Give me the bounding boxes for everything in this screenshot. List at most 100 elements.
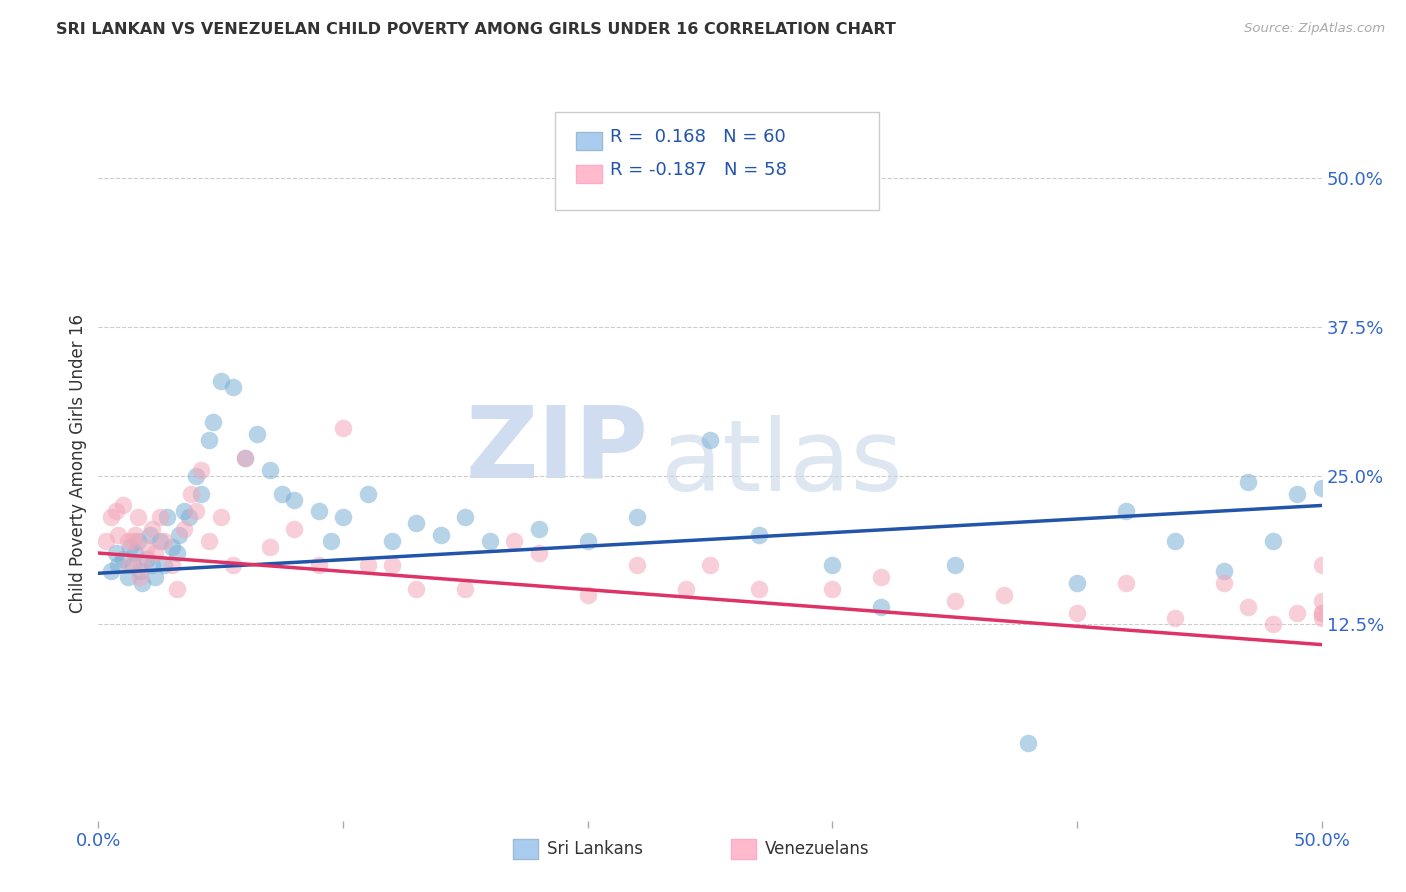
Point <box>120 540 142 554</box>
Point <box>153 534 176 549</box>
Point <box>1164 534 1187 549</box>
Point <box>246 427 269 442</box>
Point <box>100 564 122 578</box>
Text: Venezuelans: Venezuelans <box>765 840 869 858</box>
Point <box>209 510 232 524</box>
Point <box>149 534 172 549</box>
Point <box>131 575 153 590</box>
Point <box>111 499 134 513</box>
Point <box>821 582 844 596</box>
Point <box>1310 593 1333 607</box>
Point <box>197 433 219 447</box>
Point <box>233 450 256 465</box>
Point <box>381 534 404 549</box>
Y-axis label: Child Poverty Among Girls Under 16: Child Poverty Among Girls Under 16 <box>69 314 87 614</box>
Point <box>124 528 146 542</box>
Point <box>1310 606 1333 620</box>
Point <box>576 588 599 602</box>
Point <box>143 546 166 560</box>
Point <box>283 492 305 507</box>
Point <box>127 534 149 549</box>
Point <box>173 522 195 536</box>
Point <box>111 552 134 566</box>
Point <box>503 534 526 549</box>
Point <box>332 510 354 524</box>
Point <box>156 510 179 524</box>
Point <box>94 534 117 549</box>
Point <box>748 528 770 542</box>
Point <box>1066 606 1088 620</box>
Point <box>143 570 166 584</box>
Point <box>104 546 127 560</box>
Point <box>222 379 245 393</box>
Point <box>870 570 893 584</box>
Point <box>166 582 188 596</box>
Point <box>104 504 127 518</box>
Point <box>1261 534 1284 549</box>
Text: Sri Lankans: Sri Lankans <box>547 840 643 858</box>
Text: atlas: atlas <box>661 416 903 512</box>
Point <box>270 486 294 500</box>
Point <box>202 415 225 429</box>
Text: R = -0.187   N = 58: R = -0.187 N = 58 <box>610 161 787 178</box>
Point <box>1066 575 1088 590</box>
Point <box>356 558 378 572</box>
Point <box>259 463 281 477</box>
Point <box>121 558 143 572</box>
Point <box>160 540 183 554</box>
Point <box>1115 575 1137 590</box>
Point <box>1164 611 1187 625</box>
Point <box>173 504 195 518</box>
Point <box>1212 575 1234 590</box>
Point <box>576 534 599 549</box>
Point <box>136 540 159 554</box>
Point <box>1286 606 1309 620</box>
Point <box>149 510 172 524</box>
Point <box>870 599 893 614</box>
Point <box>478 534 501 549</box>
Point <box>1115 504 1137 518</box>
Point <box>626 510 648 524</box>
Point <box>821 558 844 572</box>
Point <box>233 450 256 465</box>
Point <box>209 374 232 388</box>
Text: Source: ZipAtlas.com: Source: ZipAtlas.com <box>1244 22 1385 36</box>
Point <box>1017 736 1039 750</box>
Point <box>107 558 129 572</box>
Point <box>186 468 208 483</box>
Point <box>1286 486 1309 500</box>
Point <box>1212 564 1234 578</box>
Point <box>117 570 139 584</box>
Point <box>160 558 183 572</box>
Point <box>1237 475 1260 489</box>
Point <box>117 534 139 549</box>
Point <box>308 558 330 572</box>
Point <box>319 534 342 549</box>
Point <box>1310 611 1333 625</box>
Point <box>332 421 354 435</box>
Point <box>100 510 122 524</box>
Point <box>748 582 770 596</box>
Point <box>186 504 208 518</box>
Point <box>141 558 163 572</box>
Point <box>190 486 212 500</box>
Point <box>129 570 152 584</box>
Point <box>356 486 378 500</box>
Point <box>405 516 427 531</box>
Point <box>405 582 427 596</box>
Point <box>1237 599 1260 614</box>
Point <box>1310 558 1333 572</box>
Point <box>139 528 162 542</box>
Point <box>675 582 697 596</box>
Text: SRI LANKAN VS VENEZUELAN CHILD POVERTY AMONG GIRLS UNDER 16 CORRELATION CHART: SRI LANKAN VS VENEZUELAN CHILD POVERTY A… <box>56 22 896 37</box>
Point <box>136 552 159 566</box>
Point <box>129 564 152 578</box>
Point <box>222 558 245 572</box>
Point <box>454 582 477 596</box>
Point <box>699 433 721 447</box>
Point <box>124 546 146 560</box>
Point <box>527 546 550 560</box>
Point <box>430 528 453 542</box>
Point <box>993 588 1015 602</box>
Point <box>381 558 404 572</box>
